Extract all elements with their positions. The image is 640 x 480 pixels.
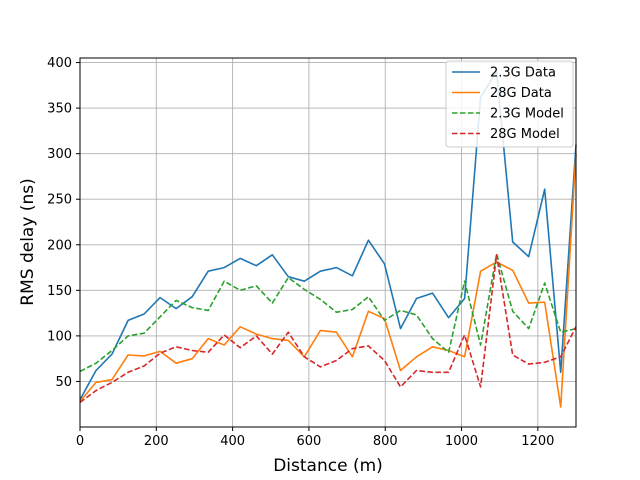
y-tick-label: 250 (47, 193, 72, 208)
x-axis-ticks: 0 200 400 600 800 1000 1200 (76, 427, 554, 449)
y-axis-ticks: 50 100 150 200 250 300 350 400 (47, 56, 80, 390)
legend-label-28g-model: 28G Model (490, 127, 560, 142)
legend: 2.3G Data 28G Data 2.3G Model 28G Model (445, 60, 574, 148)
plot-area-frame (79, 57, 577, 428)
x-tick-label: 800 (373, 434, 398, 449)
y-tick-label: 50 (55, 375, 72, 390)
y-tick-label: 400 (47, 56, 72, 71)
y-axis-label: RMS delay (ns) (18, 178, 38, 305)
y-tick-label: 150 (47, 284, 72, 299)
x-axis-label: Distance (m) (273, 456, 383, 476)
x-tick-label: 600 (297, 434, 322, 449)
x-tick-label: 1200 (521, 434, 554, 449)
legend-label-28g-data: 28G Data (490, 86, 552, 101)
y-tick-label: 100 (47, 329, 72, 344)
y-tick-label: 300 (47, 147, 72, 162)
series-line-28g-data (79, 153, 577, 408)
series-line-28g-model (79, 254, 577, 404)
y-tick-label: 200 (47, 238, 72, 253)
legend-box (445, 60, 574, 148)
x-tick-label: 1000 (445, 434, 478, 449)
legend-label-2-3g-data: 2.3G Data (490, 66, 556, 81)
x-tick-label: 200 (144, 434, 169, 449)
x-tick-label: 400 (220, 434, 245, 449)
y-tick-label: 350 (47, 102, 72, 117)
x-tick-label: 0 (76, 434, 84, 449)
legend-label-2-3g-model: 2.3G Model (490, 107, 564, 122)
